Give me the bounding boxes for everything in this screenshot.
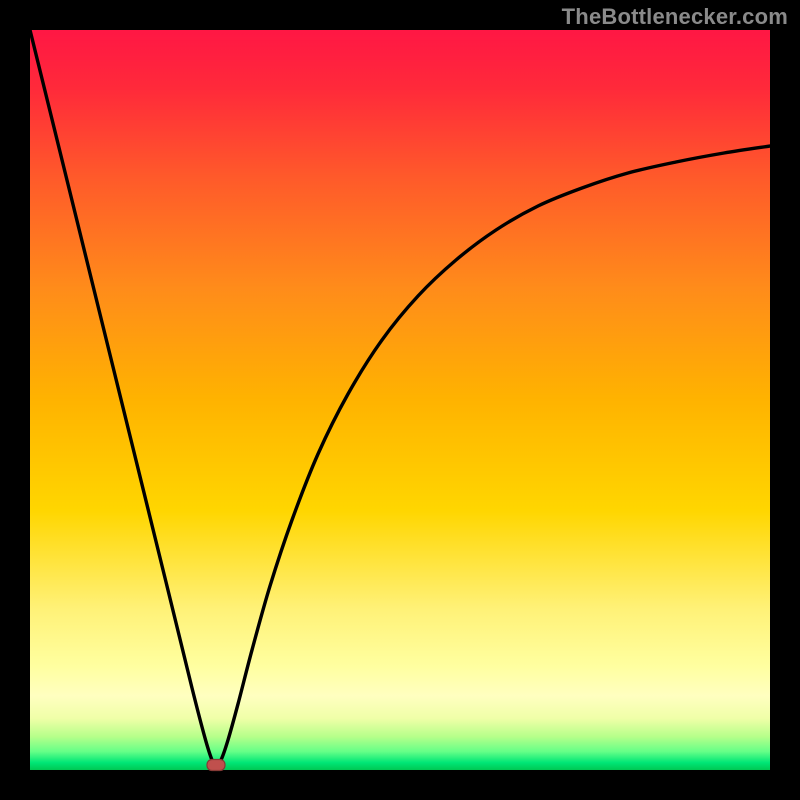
- plot-background: [30, 30, 770, 770]
- minimum-marker: [207, 760, 225, 771]
- bottleneck-chart: [0, 0, 800, 800]
- chart-container: TheBottlenecker.com: [0, 0, 800, 800]
- watermark-text: TheBottlenecker.com: [562, 4, 788, 30]
